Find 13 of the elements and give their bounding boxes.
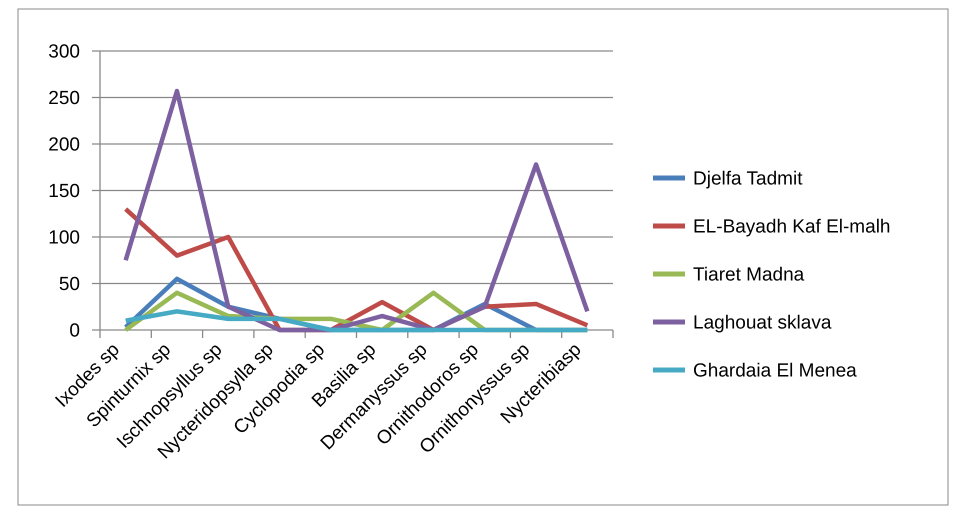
legend-label: Tiaret Madna — [693, 264, 805, 286]
legend-label: EL-Bayadh Kaf El-malh — [693, 216, 890, 238]
y-tick-label: 50 — [58, 274, 80, 296]
y-tick-label: 300 — [48, 42, 80, 63]
legend-label: Laghouat sklava — [693, 312, 832, 334]
line-series — [123, 88, 590, 332]
y-tick-label: 200 — [48, 134, 80, 156]
y-tick-label: 100 — [48, 228, 80, 249]
y-tick-label: 0 — [69, 320, 80, 342]
y-tick-label: 150 — [48, 181, 80, 202]
legend-label: Ghardaia El Menea — [693, 360, 858, 382]
legend-label: Djelfa Tadmit — [693, 168, 804, 190]
y-tick-label: 250 — [48, 88, 80, 110]
